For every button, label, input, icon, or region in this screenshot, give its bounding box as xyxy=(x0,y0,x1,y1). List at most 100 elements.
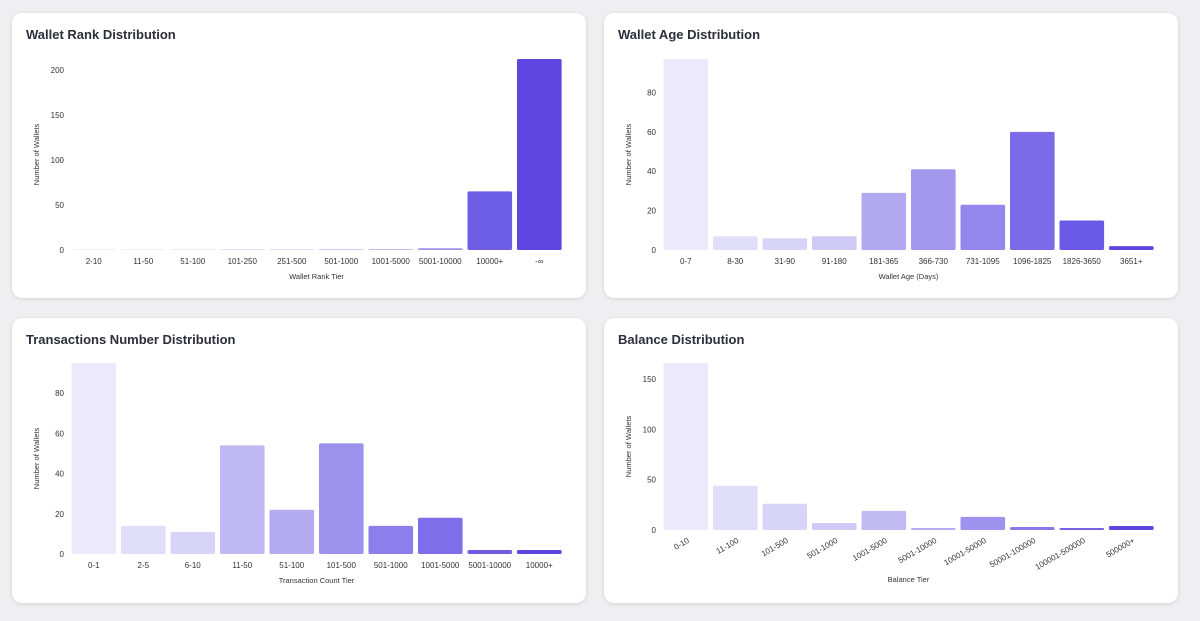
wallet-rank-card: Wallet Rank Distribution 0 50 100 150 200 2-1… xyxy=(12,13,586,298)
y-tick-label: 100 xyxy=(643,425,657,434)
x-axis-label: Wallet Rank Tier xyxy=(289,272,344,281)
x-tick-label: 101-250 xyxy=(228,257,258,266)
x-tick-label: 5001-10000 xyxy=(897,536,939,565)
bar-1001-5000[interactable] xyxy=(418,517,463,554)
y-axis-label: Number of Wallets xyxy=(624,124,633,186)
y-tick-label: 150 xyxy=(51,111,65,120)
bar-100001-500000[interactable] xyxy=(1059,528,1105,530)
bar-11-50[interactable] xyxy=(121,249,166,250)
bar-181-365[interactable] xyxy=(861,192,907,250)
bar-366-730[interactable] xyxy=(911,169,956,250)
balance-card: Balance Distribution 0 50 100 150 0-10 11-100… xyxy=(604,318,1178,603)
bar-5001-10000[interactable] xyxy=(911,528,956,530)
bar-501-1000[interactable] xyxy=(812,523,857,530)
bar-10000+[interactable] xyxy=(467,191,513,250)
bar-101-500[interactable] xyxy=(762,503,808,530)
bar-501-1000[interactable] xyxy=(368,525,414,554)
transactions-number-chart: 0 20 40 60 80 0-1 2-5 6-10 11-50 51-100 101-500 501… xyxy=(32,363,562,585)
bar-500000+[interactable] xyxy=(1109,526,1154,530)
bar-5001-10000[interactable] xyxy=(418,248,463,250)
x-tick-label: 181-365 xyxy=(869,257,899,266)
y-tick-label: 80 xyxy=(647,88,656,97)
bar-501-1000[interactable] xyxy=(319,249,364,250)
bar-0-10[interactable] xyxy=(663,363,709,530)
x-tick-label: 3651+ xyxy=(1120,257,1143,266)
bar-5001-10000[interactable] xyxy=(467,550,513,554)
bar-101-500[interactable] xyxy=(319,443,364,554)
bar-2-10[interactable] xyxy=(71,249,117,250)
y-tick-label: 50 xyxy=(647,476,656,485)
x-tick-label: 11-50 xyxy=(133,257,153,266)
x-tick-label: 5001-10000 xyxy=(419,257,462,266)
x-tick-label: 1001-5000 xyxy=(372,257,411,266)
chart-title: Transactions Number Distribution xyxy=(26,332,236,347)
bar-0-7[interactable] xyxy=(663,59,709,250)
x-tick-label: 10001-50000 xyxy=(942,536,988,568)
x-axis-label: Wallet Age (Days) xyxy=(879,272,939,281)
y-tick-label: 40 xyxy=(55,470,64,479)
bar-91-180[interactable] xyxy=(812,236,857,250)
x-tick-label: 50001-100000 xyxy=(988,536,1038,570)
bar--∞[interactable] xyxy=(517,59,562,250)
x-tick-label: 1096-1825 xyxy=(1013,257,1052,266)
x-tick-label: 0-1 xyxy=(88,561,100,570)
bar-1001-5000[interactable] xyxy=(861,510,907,530)
bar-8-30[interactable] xyxy=(713,236,758,250)
transactions-number-card: Transactions Number Distribution 0 20 40 60… xyxy=(12,318,586,603)
x-tick-label: 0-10 xyxy=(672,536,691,552)
bar-731-1095[interactable] xyxy=(960,204,1006,250)
x-tick-label: 2-10 xyxy=(86,257,103,266)
bar-6-10[interactable] xyxy=(170,531,216,554)
y-tick-label: 100 xyxy=(51,156,65,165)
x-tick-label: 101-500 xyxy=(327,561,357,570)
bar-3651+[interactable] xyxy=(1109,246,1154,250)
bar-2-5[interactable] xyxy=(121,525,166,554)
x-tick-label: 6-10 xyxy=(185,561,202,570)
y-tick-label: 20 xyxy=(55,510,64,519)
x-tick-label: 11-100 xyxy=(715,536,741,556)
x-tick-label: 10000+ xyxy=(526,561,553,570)
x-tick-label: 1001-5000 xyxy=(851,536,889,563)
x-tick-label: 1826-3650 xyxy=(1063,257,1102,266)
x-tick-label: 10000+ xyxy=(476,257,503,266)
x-axis-label: Transaction Count Tier xyxy=(279,576,355,585)
x-tick-label: 731-1095 xyxy=(966,257,1000,266)
x-tick-label: 91-180 xyxy=(822,257,847,266)
x-tick-label: 501-1000 xyxy=(805,536,839,561)
x-tick-label: 51-100 xyxy=(279,561,304,570)
y-axis-label: Number of Wallets xyxy=(624,416,633,478)
bar-10000+[interactable] xyxy=(517,550,562,554)
x-tick-label: 31-90 xyxy=(775,257,796,266)
bar-51-100[interactable] xyxy=(269,509,315,554)
y-axis-label: Number of Wallets xyxy=(32,124,41,186)
x-tick-label: 8-30 xyxy=(727,257,744,266)
y-tick-label: 0 xyxy=(652,246,657,255)
chart-title: Wallet Rank Distribution xyxy=(26,27,176,42)
bar-11-100[interactable] xyxy=(713,485,758,530)
bar-1826-3650[interactable] xyxy=(1059,220,1105,251)
bar-50001-100000[interactable] xyxy=(1010,527,1055,530)
bar-251-500[interactable] xyxy=(269,249,315,250)
bar-101-250[interactable] xyxy=(220,249,265,250)
x-tick-label: 11-50 xyxy=(232,561,252,570)
y-tick-label: 40 xyxy=(647,167,656,176)
y-tick-label: 0 xyxy=(652,526,657,535)
bar-10001-50000[interactable] xyxy=(960,516,1006,530)
bar-31-90[interactable] xyxy=(762,238,808,250)
y-tick-label: 20 xyxy=(647,207,656,216)
chart-title: Balance Distribution xyxy=(618,332,745,347)
wallet-age-chart: 0 20 40 60 80 0-7 8-30 31-90 91-180 181-365 366-73… xyxy=(624,59,1154,281)
bar-51-100[interactable] xyxy=(170,249,216,250)
bar-11-50[interactable] xyxy=(220,445,265,554)
x-tick-label: 5001-10000 xyxy=(468,561,511,570)
wallet-age-card: Wallet Age Distribution 0 20 40 60 80 0-7 8-30… xyxy=(604,13,1178,298)
bar-0-1[interactable] xyxy=(71,363,117,554)
y-tick-label: 0 xyxy=(60,550,65,559)
x-tick-label: 366-730 xyxy=(919,257,949,266)
x-tick-label: -∞ xyxy=(535,257,544,266)
x-tick-label: 0-7 xyxy=(680,257,692,266)
bar-1001-5000[interactable] xyxy=(368,249,414,250)
y-tick-label: 200 xyxy=(51,66,65,75)
bar-1096-1825[interactable] xyxy=(1010,131,1055,250)
chart-title: Wallet Age Distribution xyxy=(618,27,761,42)
